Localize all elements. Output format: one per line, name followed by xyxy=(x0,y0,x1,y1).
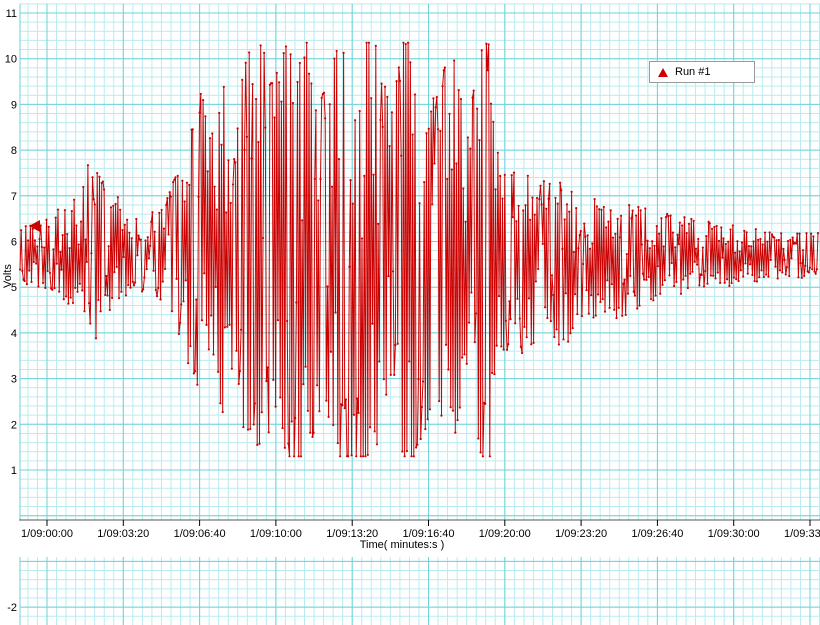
y-tick-label: 6 xyxy=(11,237,17,249)
y-tick-label: -2 xyxy=(7,602,17,614)
x-tick-label: 1/09:30:00 xyxy=(708,528,760,540)
x-tick-label: 1/09:16:40 xyxy=(403,528,455,540)
y-tick-label: 9 xyxy=(11,99,17,111)
x-tick-label: 1/09:20:00 xyxy=(479,528,531,540)
series-run1 xyxy=(18,41,820,458)
x-tick-label: 1/09:13:20 xyxy=(326,528,378,540)
y-axis-title: Volts xyxy=(2,264,14,288)
y-tick-label: 5 xyxy=(11,282,17,294)
legend-run1-triangle-icon xyxy=(658,67,668,77)
x-tick-label: 1/09:33:20 xyxy=(784,528,820,540)
axis-labels: 11 10 9 8 7 6 5 4 3 2 1 -2 xyxy=(0,0,19,625)
x-axis-title: Time( minutes:s ) xyxy=(359,539,445,551)
y-tick-label: 3 xyxy=(11,374,17,386)
y-tick-label: 1 xyxy=(11,465,17,477)
x-tick-label: 1/09:00:00 xyxy=(21,528,73,540)
y-tick-label: 8 xyxy=(11,145,17,157)
axis-cursor-icon[interactable] xyxy=(29,219,40,232)
legend-run1-label: Run #1 xyxy=(675,66,711,78)
y-tick-label: 2 xyxy=(11,419,17,431)
x-tick-label: 1/09:26:40 xyxy=(631,528,683,540)
x-tick-label: 1/09:03:20 xyxy=(97,528,149,540)
y-tick-label: 7 xyxy=(11,191,17,203)
legend[interactable]: Run #1 xyxy=(649,61,755,83)
y-tick-label: 11 xyxy=(6,8,17,20)
x-tick-label: 1/09:10:00 xyxy=(250,528,302,540)
x-tick-label: 1/09:23:20 xyxy=(555,528,607,540)
y-tick-label: 10 xyxy=(5,54,17,66)
x-axis-strip: 1/09:00:00 1/09:03:20 1/09:06:40 1/09:10:00… xyxy=(0,519,820,557)
x-tick-label: 1/09:06:40 xyxy=(174,528,226,540)
y-tick-label: 4 xyxy=(11,328,17,340)
